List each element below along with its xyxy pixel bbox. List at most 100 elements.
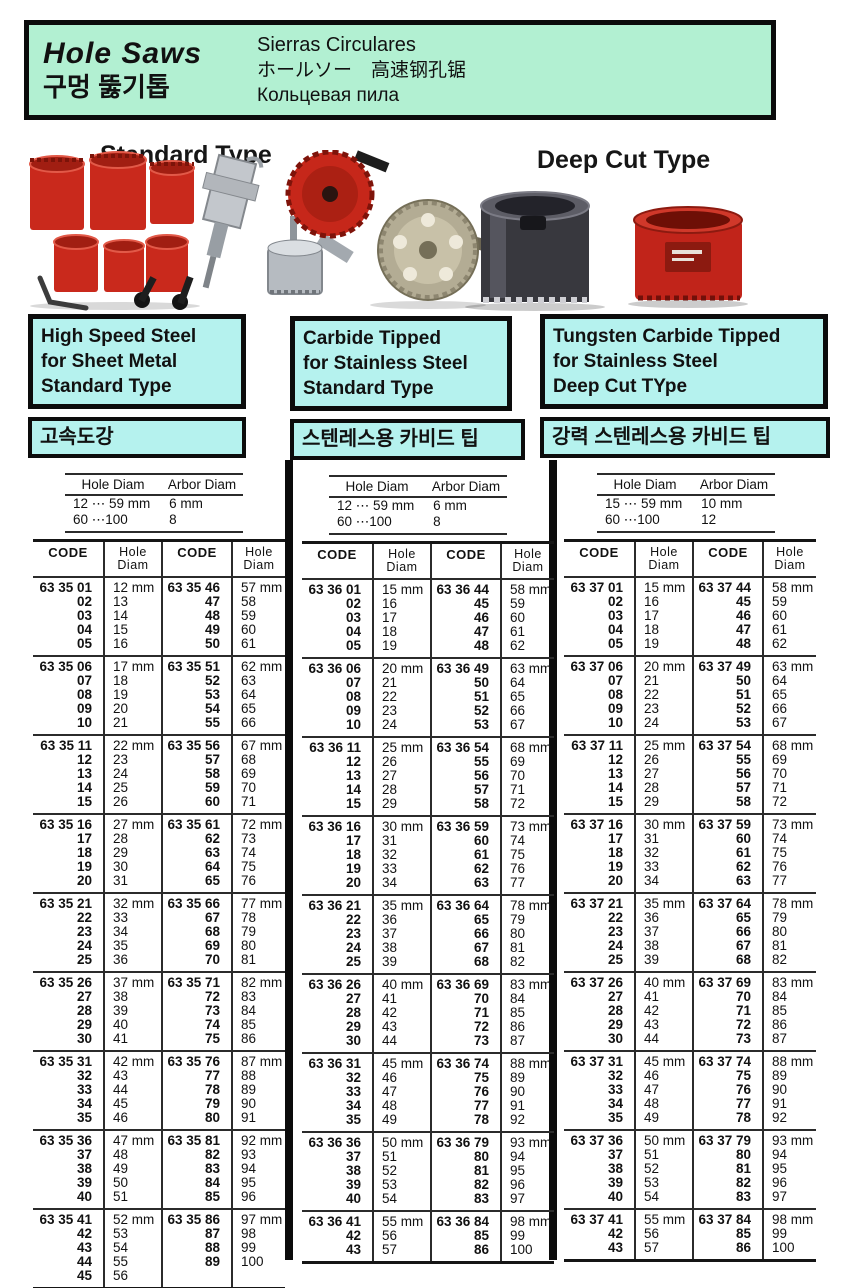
- product-code: 63 36 41: [308, 1214, 361, 1229]
- hole-diameter: 43: [113, 1068, 129, 1083]
- product-code: 85: [204, 1189, 220, 1204]
- code-cell: 63 35 21 22 23 24 25: [33, 892, 104, 972]
- code-cell: 63 35 46 47 48 49 50: [161, 576, 232, 656]
- product-code: 63 36 49: [436, 661, 489, 676]
- product-code: 18: [345, 847, 361, 862]
- product-code: 08: [607, 687, 623, 702]
- product-code: 89: [204, 1254, 220, 1269]
- hole-diam-range: 15 ⋯ 59 mm: [605, 496, 683, 511]
- hole-diameter: 99: [510, 1228, 526, 1243]
- hole-diameter: 67: [772, 715, 788, 730]
- hole-diameter: 77: [510, 875, 526, 890]
- product-code: 58: [473, 796, 489, 811]
- column-header: Hole Diam: [372, 542, 431, 580]
- hole-diameter: 100: [772, 1240, 795, 1255]
- product-code: 63 37 36: [570, 1133, 623, 1148]
- hole-diameter: 77 mm: [241, 896, 283, 911]
- product-code: 44: [76, 1254, 92, 1269]
- product-code: 46: [473, 610, 489, 625]
- hole-diameter: 27: [644, 766, 660, 781]
- product-code: 85: [473, 1228, 489, 1243]
- product-code: 63 35 61: [167, 817, 220, 832]
- title-spanish: Sierras Circulares: [257, 34, 416, 56]
- hole-diam-cell: 40 mm 41 42 43 44: [372, 973, 431, 1053]
- hole-diameter: 38: [113, 989, 129, 1004]
- hole-diameter: 17: [382, 610, 398, 625]
- hole-diameter: 46: [113, 1110, 129, 1125]
- product-code: 39: [76, 1175, 92, 1190]
- hex-key-icon: [37, 275, 89, 311]
- code-cell: 63 35 41 42 43 44 45: [33, 1208, 104, 1288]
- hole-diameter: 17 mm: [113, 659, 155, 674]
- product-code: 25: [76, 952, 92, 967]
- product-photos: [29, 150, 748, 311]
- product-code: 63: [735, 873, 751, 888]
- hole-diameter: 37: [382, 926, 398, 941]
- product-code: 52: [473, 703, 489, 718]
- product-code: 78: [204, 1082, 220, 1097]
- hole-diameter: 30 mm: [382, 819, 424, 834]
- product-code: 63 35 71: [167, 975, 220, 990]
- hole-diameter: 81: [772, 938, 788, 953]
- product-code: 63: [473, 875, 489, 890]
- hole-diameter: 71: [772, 780, 788, 795]
- carbide-cutter-photo: [267, 216, 354, 295]
- hole-diam-cell: 25 mm 26 27 28 29: [634, 734, 693, 814]
- hole-diameter: 56: [644, 1226, 660, 1241]
- hole-diameter: 82: [772, 952, 788, 967]
- hole-diameter: 57: [382, 1242, 398, 1257]
- hole-diameter: 20 mm: [382, 661, 424, 676]
- product-code: 63 36 79: [436, 1135, 489, 1150]
- hole-diameter: 15: [113, 622, 129, 637]
- range-table-header: Hole Diam Arbor Diam: [329, 475, 507, 498]
- hole-diameter: 40 mm: [644, 975, 686, 990]
- product-code: 69: [204, 938, 220, 953]
- code-cell: 63 36 11 12 13 14 15: [302, 736, 373, 816]
- product-code: 35: [345, 1112, 361, 1127]
- product-code: 42: [76, 1226, 92, 1241]
- hole-diameter: 19: [113, 687, 129, 702]
- size-group-row: 63 37 06 07 08 09 10 20 mm 21 22 23 24 63 37 49 50 5…: [564, 655, 816, 735]
- product-code: 63 36 26: [308, 977, 361, 992]
- product-code: 63 36 31: [308, 1056, 361, 1071]
- hole-diameter: 90: [510, 1084, 526, 1099]
- hole-diameter: 25: [113, 780, 129, 795]
- hole-diameter: 48: [113, 1147, 129, 1162]
- hole-diam-cell: 27 mm 28 29 30 31: [103, 813, 162, 893]
- hole-diameter: 28: [644, 780, 660, 795]
- product-code: 52: [204, 673, 220, 688]
- product-code: 51: [473, 689, 489, 704]
- hole-diameter: 31: [644, 831, 660, 846]
- product-code: 07: [345, 675, 361, 690]
- product-code: 39: [607, 1175, 623, 1190]
- code-cell: 63 35 26 27 28 29 30: [33, 971, 104, 1051]
- hole-diameter: 29: [644, 794, 660, 809]
- product-code: 38: [76, 1161, 92, 1176]
- hole-diameter: 42: [644, 1003, 660, 1018]
- hole-diam-cell: 83 mm 84 85 86 87: [500, 973, 554, 1053]
- product-code: 63 35 76: [167, 1054, 220, 1069]
- product-code: 63 36 11: [309, 740, 361, 755]
- product-code: 12: [76, 752, 92, 767]
- product-code: 13: [345, 768, 361, 783]
- hole-diameter: 76: [772, 859, 788, 874]
- deep-cut-type-label: Deep Cut Type: [537, 146, 711, 174]
- hole-diam-cell: 92 mm 93 94 95 96: [231, 1129, 285, 1209]
- size-group-row: 63 35 16 17 18 19 20 27 mm 28 29 30 31 63 35 61 62 6…: [33, 813, 285, 893]
- product-code: 60: [204, 794, 220, 809]
- hole-diameter: 49: [113, 1161, 129, 1176]
- code-cell: 63 35 11 12 13 14 15: [33, 734, 104, 814]
- product-code: 63 35 86: [167, 1212, 220, 1227]
- hole-diameter: 30 mm: [644, 817, 686, 832]
- hole-diameter: 43: [382, 1019, 398, 1034]
- hole-diameter: 77: [772, 873, 788, 888]
- product-code: 57: [735, 780, 751, 795]
- hole-diameter: 16: [113, 636, 129, 651]
- product-code: 80: [473, 1149, 489, 1164]
- hole-diam-cell: 55 mm 56 57: [634, 1208, 693, 1261]
- hole-diam-cell: 42 mm 43 44 45 46: [103, 1050, 162, 1130]
- hole-diameter: 31: [382, 833, 398, 848]
- hole-diameter: 51: [644, 1147, 660, 1162]
- product-code: 55: [735, 752, 751, 767]
- hole-diameter: 71: [241, 794, 257, 809]
